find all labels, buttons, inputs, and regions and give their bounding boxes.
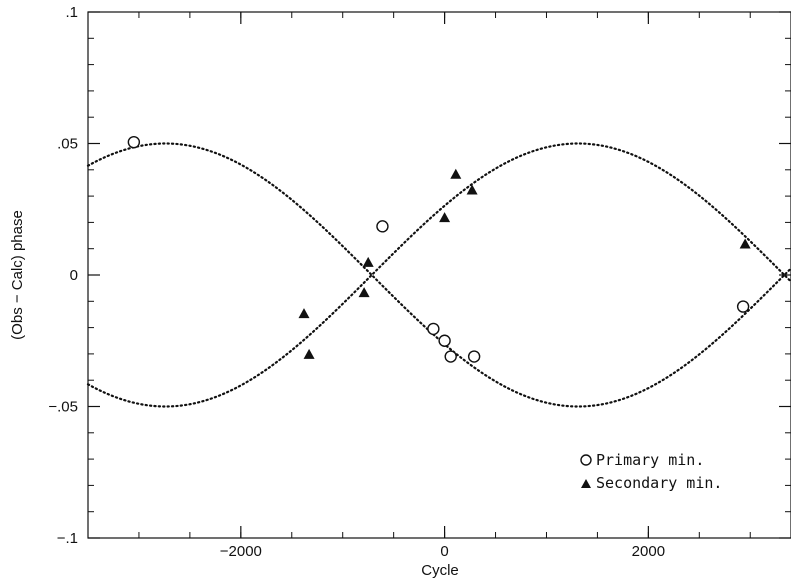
x-tick-label: 2000 — [632, 543, 665, 560]
primary-min-point — [427, 322, 440, 336]
primary-min-point — [736, 300, 750, 313]
model-curves — [86, 142, 791, 408]
y-tick-label: .1 — [65, 4, 78, 21]
legend: Primary min. Secondary min. — [580, 451, 722, 492]
data-points — [127, 135, 751, 363]
y-tick-label: 0 — [70, 267, 78, 284]
legend-secondary-label: Secondary min. — [596, 474, 722, 492]
secondary-min-point — [439, 212, 451, 223]
x-axis-label: Cycle — [421, 562, 459, 578]
primary-min-point — [127, 135, 141, 149]
x-tick-label: 0 — [440, 543, 448, 560]
primary-min-point — [444, 350, 457, 363]
primary-min-point — [438, 334, 451, 347]
legend-secondary-marker — [581, 479, 591, 488]
primary-min-point — [376, 220, 389, 233]
primary-min-point — [467, 350, 481, 363]
legend-primary-label: Primary min. — [596, 451, 704, 469]
secondary-min-point — [739, 238, 751, 249]
model-curve — [86, 142, 791, 408]
secondary-min-point — [466, 184, 478, 195]
secondary-min-point — [303, 348, 315, 359]
tick-labels: −2000 0 2000 .1 .05 0 −.05 −.1 — [48, 4, 665, 560]
x-tick-label: −2000 — [220, 543, 262, 560]
model-curve — [86, 142, 791, 408]
secondary-min-point — [298, 308, 310, 319]
secondary-min-point — [358, 287, 370, 298]
y-axis-label: (Obs − Calc) phase — [9, 210, 26, 340]
major-ticks — [88, 11, 791, 539]
y-tick-label: −.05 — [48, 399, 78, 416]
legend-primary-marker — [580, 454, 592, 466]
secondary-min-point — [450, 168, 462, 179]
y-tick-label: −.1 — [57, 530, 78, 547]
y-tick-label: .05 — [57, 136, 78, 153]
secondary-min-point — [362, 256, 374, 267]
